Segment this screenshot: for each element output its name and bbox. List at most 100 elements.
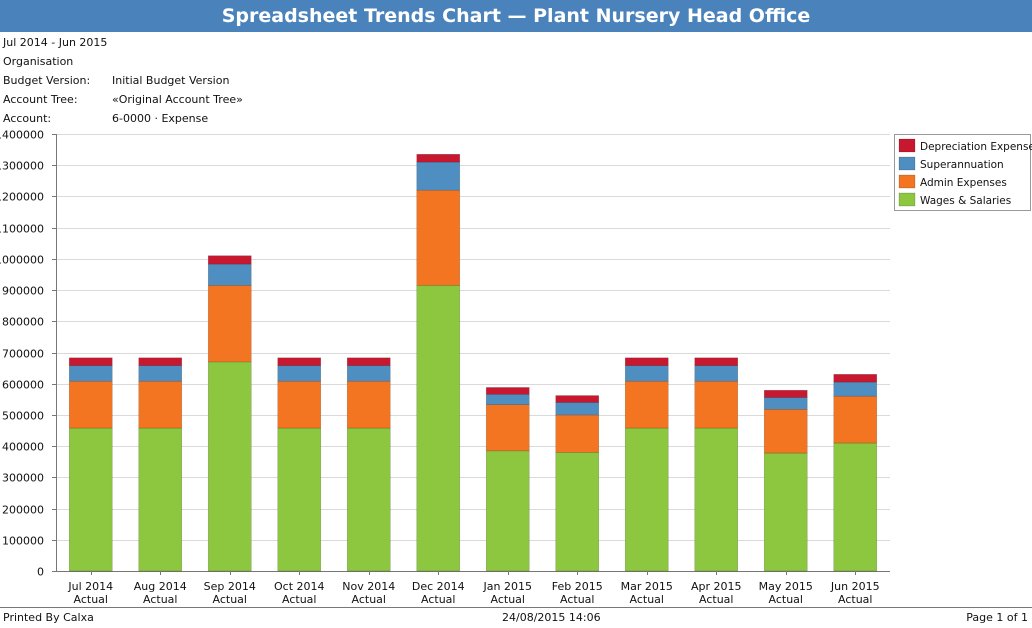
x-tick-sublabel: Actual	[769, 593, 803, 606]
y-tick-label: 900000	[2, 285, 44, 298]
y-tick-label: 300000	[2, 472, 44, 485]
bar-segment	[694, 365, 739, 382]
bar-segment	[277, 365, 322, 382]
bar-segment	[138, 380, 183, 429]
bar-segment	[485, 394, 530, 405]
bar-segment	[68, 365, 113, 382]
y-tick-label: 1400000	[0, 129, 44, 142]
x-tick-sublabel: Actual	[74, 593, 108, 606]
bar-segment	[624, 427, 669, 572]
bar-segment	[694, 380, 739, 429]
y-tick-label: 1100000	[0, 223, 44, 236]
bar-segment	[346, 427, 391, 572]
bar-segment	[555, 395, 600, 403]
bar-segment	[416, 153, 461, 163]
printed-by: Printed By Calxa	[3, 611, 94, 624]
account-tree-label: Account Tree:	[3, 93, 78, 106]
y-tick-label: 1300000	[0, 160, 44, 173]
x-tick-sublabel: Actual	[560, 593, 594, 606]
x-tick-sublabel: Actual	[143, 593, 177, 606]
x-tick-label: May 2015	[759, 580, 813, 593]
x-tick-sublabel: Actual	[282, 593, 316, 606]
report-title: Spreadsheet Trends Chart — Plant Nursery…	[0, 0, 1032, 32]
account-value: 6-0000 · Expense	[112, 112, 209, 125]
x-tick-label: Sep 2014	[204, 580, 256, 593]
bar-segment	[346, 357, 391, 366]
x-tick-sublabel: Actual	[352, 593, 386, 606]
footer-divider	[0, 607, 1032, 608]
bar-segment	[555, 402, 600, 416]
legend-swatch	[898, 138, 916, 153]
bar-segment	[485, 404, 530, 452]
bar-segment	[277, 427, 322, 572]
bar-segment	[833, 381, 878, 397]
organisation-label: Organisation	[3, 55, 74, 68]
bar-segment	[346, 380, 391, 429]
x-tick-label: Aug 2014	[134, 580, 187, 593]
x-tick-sublabel: Actual	[421, 593, 455, 606]
bar-segment	[833, 395, 878, 444]
x-tick-label: Oct 2014	[274, 580, 325, 593]
bar-segment	[68, 357, 113, 366]
stacked-bar-chart: 0 100000 200000 300000 400000 500000 600000 700…	[0, 129, 1032, 607]
x-tick-sublabel: Actual	[213, 593, 247, 606]
x-tick-label: Jun 2015	[830, 580, 880, 593]
bar-segment	[416, 189, 461, 286]
bar-segment	[694, 357, 739, 366]
bar-segment	[277, 357, 322, 366]
legend-swatch	[898, 174, 916, 189]
budget-version-label: Budget Version:	[3, 74, 91, 87]
bar-segment	[763, 452, 808, 572]
bar-segment	[833, 374, 878, 383]
y-tick-label: 200000	[2, 504, 44, 517]
bar-segment	[763, 397, 808, 410]
bar-segment	[207, 361, 252, 572]
y-tick-label: 1000000	[0, 254, 44, 267]
bar-segment	[763, 409, 808, 454]
legend-swatch	[898, 192, 916, 207]
y-tick-label: 600000	[2, 379, 44, 392]
bar-segment	[485, 450, 530, 572]
bar-segment	[207, 285, 252, 363]
bar-segment	[624, 365, 669, 382]
x-tick-label: Nov 2014	[342, 580, 395, 593]
legend-swatch	[898, 156, 916, 171]
y-tick-label: 0	[37, 566, 44, 579]
bar-segment	[624, 380, 669, 429]
x-tick-label: Feb 2015	[552, 580, 603, 593]
y-tick-label: 500000	[2, 410, 44, 423]
y-tick-label: 700000	[2, 348, 44, 361]
bar-segment	[207, 263, 252, 286]
bar-segment	[694, 427, 739, 572]
x-tick-sublabel: Actual	[699, 593, 733, 606]
account-label: Account:	[3, 112, 52, 125]
bar-segment	[207, 255, 252, 265]
bar-segment	[138, 427, 183, 572]
x-tick-label: Jul 2014	[67, 580, 113, 593]
budget-version-row: Budget Version: Initial Budget Version	[3, 75, 229, 87]
account-tree-value: «Original Account Tree»	[112, 93, 243, 106]
bar-segment	[68, 427, 113, 572]
bar-segment	[277, 380, 322, 429]
x-tick-sublabel: Actual	[491, 593, 525, 606]
bar-segment	[138, 357, 183, 366]
x-tick-label: Apr 2015	[691, 580, 742, 593]
legend-label: Wages & Salaries	[920, 195, 1011, 207]
account-tree-row: Account Tree: «Original Account Tree»	[3, 94, 243, 106]
bar-segment	[555, 452, 600, 572]
legend-label: Superannuation	[920, 159, 1004, 171]
page-number: Page 1 of 1	[966, 611, 1028, 624]
bar-segment	[763, 389, 808, 398]
legend-box	[894, 134, 1031, 211]
budget-version-value: Initial Budget Version	[112, 74, 230, 87]
account-row: Account: 6-0000 · Expense	[3, 113, 208, 125]
x-tick-sublabel: Actual	[630, 593, 664, 606]
bar-segment	[555, 414, 600, 453]
printed-at: 24/08/2015 14:06	[502, 611, 601, 624]
bar-segment	[416, 161, 461, 191]
bar-segment	[485, 387, 530, 395]
x-tick-sublabel: Actual	[838, 593, 872, 606]
bar-segment	[624, 357, 669, 366]
x-tick-label: Jan 2015	[483, 580, 532, 593]
bar-segment	[68, 380, 113, 429]
